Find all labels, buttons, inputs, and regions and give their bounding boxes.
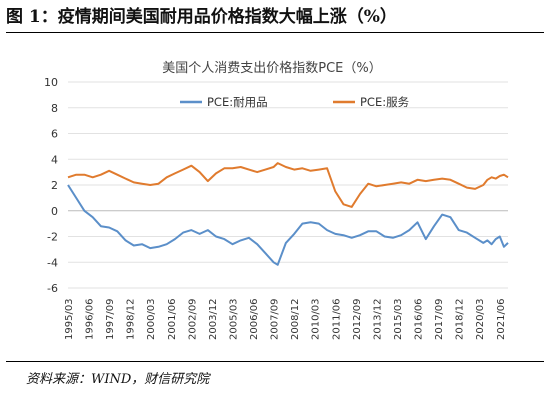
y-tick-label: 10	[44, 76, 58, 89]
x-tick-label: 1998/12	[126, 298, 137, 340]
x-tick-label: 2003/12	[208, 298, 219, 340]
pce-line-chart: -6 -4 -2 0 2 4 6 8 10 1995/03 1996/06 1997/09 1998/…	[44, 60, 509, 340]
series-layer	[67, 162, 509, 266]
x-tick-label: 2001/06	[167, 298, 178, 340]
y-tick-label: 8	[51, 102, 58, 115]
x-tick-label: 2016/06	[414, 298, 425, 340]
x-tick-label: 2020/03	[475, 298, 486, 340]
x-tick-label: 2005/03	[228, 298, 239, 340]
x-tick-label: 2021/06	[496, 298, 507, 340]
source-rule	[6, 361, 544, 362]
legend-label: PCE:耐用品	[207, 95, 268, 109]
x-tick-label: 2006/06	[249, 298, 260, 340]
x-tick-label: 2017/09	[434, 298, 445, 340]
series-line-1	[67, 162, 509, 208]
gridlines	[68, 81, 508, 289]
y-tick-label: 0	[51, 205, 58, 218]
x-tick-label: 2007/09	[270, 298, 281, 340]
y-tick-label: -2	[47, 231, 58, 244]
title-rule	[6, 32, 544, 33]
x-tick-label: 1997/09	[105, 298, 116, 340]
y-axis: -6 -4 -2 0 2 4 6 8 10	[44, 76, 58, 295]
x-tick-label: 2000/03	[146, 298, 157, 340]
y-tick-label: 4	[51, 153, 58, 166]
x-tick-label: 2002/09	[187, 298, 198, 340]
x-tick-label: 2018/12	[455, 298, 466, 340]
x-tick-label: 2015/03	[393, 298, 404, 340]
source-note: 资料来源：WIND，财信研究院	[26, 372, 210, 387]
x-tick-label: 2008/12	[290, 298, 301, 340]
y-tick-label: -4	[47, 256, 58, 269]
x-tick-label: 1996/06	[85, 298, 96, 340]
legend: PCE:耐用品 PCE:服务	[180, 95, 410, 109]
chart-title: 美国个人消费支出价格指数PCE（%）	[162, 60, 381, 76]
series-line-0	[67, 184, 509, 266]
x-tick-label: 2012/09	[352, 298, 363, 340]
x-tick-label: 2011/06	[331, 298, 342, 340]
y-tick-label: 6	[51, 128, 58, 141]
legend-label: PCE:服务	[360, 95, 410, 109]
x-tick-label: 2013/12	[372, 298, 383, 340]
y-tick-label: 2	[51, 179, 58, 192]
x-tick-label: 2010/03	[311, 298, 322, 340]
figure-title: 图 1：疫情期间美国耐用品价格指数大幅上涨（%）	[6, 7, 397, 27]
y-tick-label: -6	[47, 282, 58, 295]
x-tick-label: 1995/03	[64, 298, 75, 340]
x-axis: 1995/03 1996/06 1997/09 1998/12 2000/03 2001/…	[64, 298, 507, 340]
